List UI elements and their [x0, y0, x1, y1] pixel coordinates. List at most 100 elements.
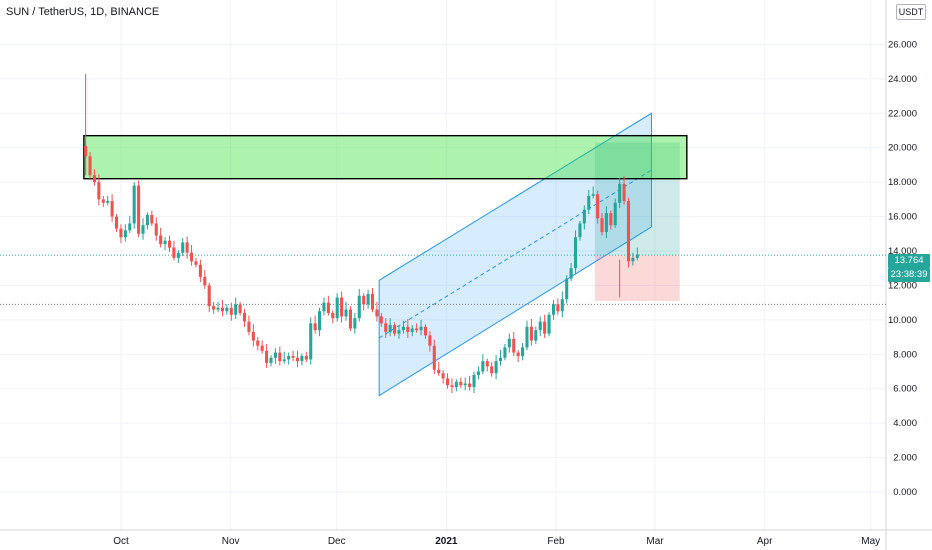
candle — [410, 325, 414, 337]
candle — [384, 318, 388, 338]
candle — [366, 289, 370, 309]
candle — [216, 301, 220, 313]
candle — [141, 218, 145, 240]
candle — [300, 353, 304, 366]
time-tick-label: Mar — [646, 536, 664, 547]
candle — [534, 326, 538, 344]
candle — [159, 227, 163, 248]
candle — [172, 240, 176, 261]
candle — [344, 301, 348, 321]
candle — [291, 350, 295, 362]
candle — [472, 371, 476, 394]
candle — [459, 377, 463, 388]
candle — [181, 238, 185, 257]
candle — [295, 350, 300, 368]
candle — [190, 244, 194, 266]
candle — [362, 293, 366, 311]
time-tick-label: Dec — [328, 536, 346, 547]
candle — [326, 295, 330, 316]
candle — [331, 310, 335, 324]
candle — [97, 174, 101, 206]
currency-unit-badge[interactable]: USDT — [896, 4, 926, 20]
candle — [132, 182, 136, 229]
long-target-zone — [594, 142, 680, 256]
candle — [393, 322, 397, 337]
candle — [560, 291, 564, 318]
candle — [304, 351, 308, 363]
candle — [287, 352, 291, 365]
candle — [269, 355, 273, 367]
price-tick-label: 16.000 — [888, 212, 917, 223]
candle — [635, 247, 639, 261]
candle — [203, 269, 207, 289]
candle — [225, 304, 229, 315]
candle — [370, 288, 375, 313]
candle — [282, 351, 286, 364]
price-tick-label: 6.000 — [893, 384, 917, 395]
candle — [529, 319, 533, 346]
candle — [114, 213, 119, 233]
candle — [251, 324, 255, 347]
candle — [631, 252, 635, 266]
candle — [167, 235, 172, 252]
time-tick-label: Oct — [113, 536, 129, 547]
candle — [498, 349, 503, 366]
candle — [92, 169, 97, 186]
candle — [445, 373, 450, 389]
candle — [521, 343, 525, 361]
time-tick-label: May — [861, 536, 880, 547]
price-tick-label: 8.000 — [893, 349, 917, 360]
candle — [154, 217, 158, 241]
candle — [185, 236, 189, 259]
candle — [401, 320, 405, 334]
candle — [490, 362, 494, 377]
candle — [163, 237, 167, 251]
candle — [406, 319, 410, 338]
candle — [229, 302, 233, 321]
candle — [335, 293, 339, 322]
candle — [573, 230, 578, 274]
candle — [437, 362, 441, 376]
price-tick-label: 12.000 — [888, 280, 917, 291]
candle — [609, 210, 613, 230]
candle — [587, 189, 591, 214]
candle — [375, 301, 379, 322]
candle — [357, 288, 361, 322]
candle — [450, 378, 454, 394]
countdown-tag: 23:38:39 — [888, 268, 930, 282]
candle — [247, 315, 251, 336]
candle — [481, 354, 485, 375]
candle — [512, 331, 516, 357]
candle — [503, 343, 507, 361]
price-tick-label: 22.000 — [888, 108, 917, 119]
candle — [265, 343, 269, 369]
time-tick-label: Apr — [757, 536, 773, 547]
candle — [340, 291, 344, 323]
candle — [476, 366, 480, 380]
candle — [313, 315, 317, 334]
candle — [516, 349, 520, 363]
candle — [176, 250, 180, 264]
candle — [468, 375, 472, 391]
candle — [234, 297, 238, 320]
price-tick-label: 20.000 — [888, 143, 917, 154]
candle — [578, 220, 582, 241]
price-tick-label: 4.000 — [893, 418, 917, 429]
candle — [538, 316, 542, 337]
candle — [432, 339, 436, 375]
candle — [565, 275, 569, 304]
candle — [150, 210, 154, 227]
candle — [423, 324, 428, 339]
candle — [88, 152, 92, 181]
candle — [353, 312, 357, 334]
candle — [128, 215, 132, 233]
candle — [212, 301, 216, 314]
candle — [388, 318, 392, 337]
candle — [198, 259, 202, 282]
candle — [600, 213, 604, 236]
candle — [428, 331, 432, 352]
candle — [454, 379, 458, 392]
candle — [415, 323, 419, 333]
candle — [525, 320, 529, 350]
